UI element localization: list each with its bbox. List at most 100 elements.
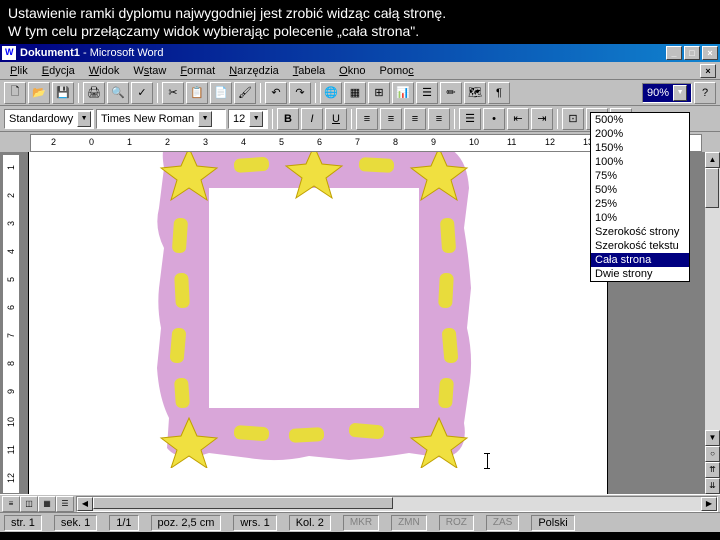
status-zmn: ZMN (391, 515, 427, 531)
tables-button[interactable]: ▦ (344, 82, 366, 104)
status-language: Polski (531, 515, 574, 531)
banner-line1: Ustawienie ramki dyplomu najwygodniej je… (8, 4, 712, 22)
status-col: Kol. 2 (289, 515, 331, 531)
chevron-down-icon: ▼ (249, 111, 263, 127)
scroll-left-button[interactable]: ◀ (77, 497, 93, 511)
scroll-thumb[interactable] (705, 168, 719, 208)
print-layout-button[interactable]: ▦ (38, 496, 56, 512)
vertical-ruler[interactable]: 12345678910111213 (2, 154, 20, 494)
menu-narzedzia[interactable]: Narzędzia (223, 64, 285, 78)
menu-okno[interactable]: Okno (333, 64, 371, 78)
menu-edycja[interactable]: Edycja (36, 64, 81, 78)
standard-toolbar: 🗋 📂 💾 🖨 🔍 ✓ ✂ 📋 📄 🖌 ↶ ↷ 🌐 ▦ ⊞ 📊 ☰ ✏ 🗺 ¶ … (0, 80, 720, 106)
status-position: poz. 2,5 cm (151, 515, 222, 531)
numbering-button[interactable]: ☰ (459, 108, 481, 130)
prev-page-button[interactable]: ⇈ (705, 462, 720, 478)
zoom-option[interactable]: 50% (591, 183, 689, 197)
normal-view-button[interactable]: ≡ (2, 496, 20, 512)
align-right-button[interactable]: ≡ (404, 108, 426, 130)
map-button[interactable]: 🗺 (464, 82, 486, 104)
style-combo[interactable]: Standardowy ▼ (4, 109, 94, 129)
status-mkr: MKR (343, 515, 379, 531)
size-combo[interactable]: 12 ▼ (228, 109, 268, 129)
undo-button[interactable]: ↶ (265, 82, 287, 104)
open-button[interactable]: 📂 (28, 82, 50, 104)
zoom-option[interactable]: 100% (591, 155, 689, 169)
zoom-dropdown-list[interactable]: 500%200%150%100%75%50%25%10%Szerokość st… (590, 112, 690, 282)
doc-close-button[interactable]: × (700, 64, 716, 78)
diploma-frame-clipart[interactable] (149, 152, 479, 468)
menu-plik[interactable]: Plik (4, 64, 34, 78)
format-painter-button[interactable]: 🖌 (234, 82, 256, 104)
zoom-option[interactable]: 25% (591, 197, 689, 211)
maximize-button[interactable]: □ (684, 46, 700, 60)
borders-button[interactable]: ⊡ (562, 108, 584, 130)
menu-widok[interactable]: Widok (83, 64, 126, 78)
zoom-combo[interactable]: 90% ▼ (642, 83, 692, 103)
zoom-option[interactable]: 200% (591, 127, 689, 141)
status-page: str. 1 (4, 515, 42, 531)
outline-view-button[interactable]: ☰ (56, 496, 74, 512)
drawing-button[interactable]: ✏ (440, 82, 462, 104)
menu-wstaw[interactable]: Wstaw (127, 64, 172, 78)
bottom-bar: ≡ ◫ ▦ ☰ ◀ ▶ (0, 494, 720, 512)
vertical-scrollbar[interactable]: ▲ ▼ ○ ⇈ ⇊ (704, 152, 720, 494)
status-pages: 1/1 (109, 515, 138, 531)
status-zas: ZAS (486, 515, 519, 531)
italic-button[interactable]: I (301, 108, 323, 130)
cut-button[interactable]: ✂ (162, 82, 184, 104)
zoom-option[interactable]: Szerokość strony (591, 225, 689, 239)
hscroll-thumb[interactable] (93, 497, 393, 509)
save-button[interactable]: 💾 (52, 82, 74, 104)
copy-button[interactable]: 📋 (186, 82, 208, 104)
menu-tabela[interactable]: Tabela (287, 64, 331, 78)
paste-button[interactable]: 📄 (210, 82, 232, 104)
excel-button[interactable]: 📊 (392, 82, 414, 104)
close-button[interactable]: × (702, 46, 718, 60)
zoom-option[interactable]: 150% (591, 141, 689, 155)
horizontal-scrollbar[interactable]: ◀ ▶ (76, 496, 718, 512)
font-combo[interactable]: Times New Roman ▼ (96, 109, 226, 129)
underline-button[interactable]: U (325, 108, 347, 130)
minimize-button[interactable]: _ (666, 46, 682, 60)
word-doc-icon (2, 46, 16, 60)
zoom-option[interactable]: Szerokość tekstu (591, 239, 689, 253)
banner-line2: W tym celu przełączamy widok wybierając … (8, 22, 712, 40)
scroll-down-button[interactable]: ▼ (705, 430, 720, 446)
show-hide-button[interactable]: ¶ (488, 82, 510, 104)
justify-button[interactable]: ≡ (428, 108, 450, 130)
text-cursor (487, 453, 488, 469)
preview-button[interactable]: 🔍 (107, 82, 129, 104)
status-roz: ROZ (439, 515, 474, 531)
zoom-option[interactable]: 10% (591, 211, 689, 225)
redo-button[interactable]: ↷ (289, 82, 311, 104)
bullets-button[interactable]: • (483, 108, 505, 130)
spellcheck-button[interactable]: ✓ (131, 82, 153, 104)
zoom-option[interactable]: 75% (591, 169, 689, 183)
bold-button[interactable]: B (277, 108, 299, 130)
web-view-button[interactable]: ◫ (20, 496, 38, 512)
print-button[interactable]: 🖨 (83, 82, 105, 104)
indent-button[interactable]: ⇥ (531, 108, 553, 130)
menu-pomoc[interactable]: Pomoc (373, 64, 419, 78)
zoom-option[interactable]: 500% (591, 113, 689, 127)
insert-table-button[interactable]: ⊞ (368, 82, 390, 104)
help-button[interactable]: ? (694, 82, 716, 104)
scroll-right-button[interactable]: ▶ (701, 497, 717, 511)
scroll-up-button[interactable]: ▲ (705, 152, 720, 168)
columns-button[interactable]: ☰ (416, 82, 438, 104)
align-left-button[interactable]: ≡ (356, 108, 378, 130)
browse-object-button[interactable]: ○ (705, 446, 720, 462)
menubar: Plik Edycja Widok Wstaw Format Narzędzia… (0, 62, 720, 80)
next-page-button[interactable]: ⇊ (705, 478, 720, 494)
outdent-button[interactable]: ⇤ (507, 108, 529, 130)
menu-format[interactable]: Format (174, 64, 221, 78)
new-doc-button[interactable]: 🗋 (4, 82, 26, 104)
statusbar: str. 1 sek. 1 1/1 poz. 2,5 cm wrs. 1 Kol… (0, 512, 720, 532)
chevron-down-icon: ▼ (77, 111, 91, 127)
hyperlink-button[interactable]: 🌐 (320, 82, 342, 104)
align-center-button[interactable]: ≡ (380, 108, 402, 130)
page[interactable] (28, 152, 608, 494)
zoom-option[interactable]: Cała strona (591, 253, 689, 267)
zoom-option[interactable]: Dwie strony (591, 267, 689, 281)
